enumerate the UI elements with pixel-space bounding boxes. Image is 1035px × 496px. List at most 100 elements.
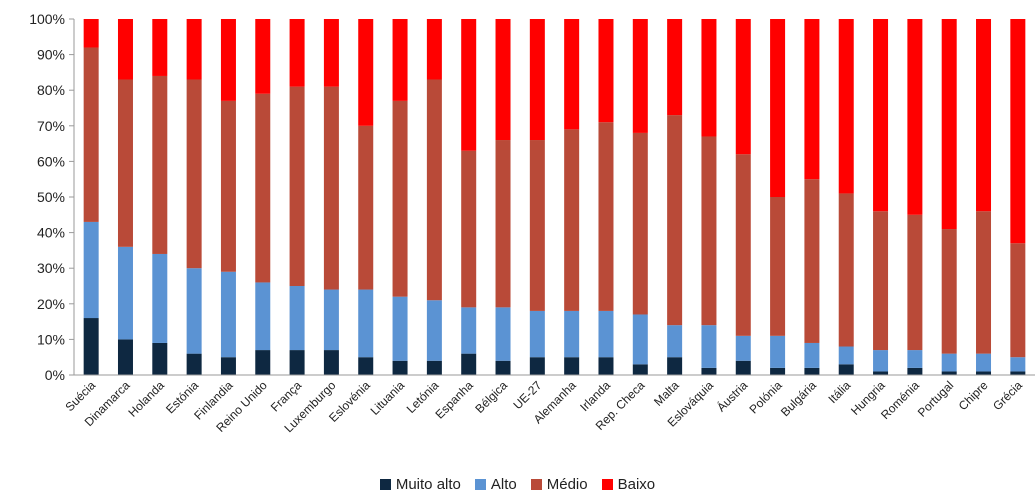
bar-segment: [804, 179, 820, 343]
bar-segment: [358, 289, 374, 358]
y-tick-label: 90%: [37, 47, 65, 63]
bar-segment: [976, 211, 992, 354]
bar-segment: [117, 339, 133, 375]
bar-segment: [255, 93, 271, 283]
legend-label: Baixo: [617, 475, 656, 493]
bar-segment: [735, 360, 751, 375]
legend-swatch: [379, 478, 391, 490]
bar-segment: [1010, 19, 1026, 244]
x-tick-label: Portugal: [915, 378, 957, 420]
bar-segment: [117, 246, 133, 340]
y-tick-label: 10%: [37, 331, 65, 347]
bar-segment: [323, 289, 339, 351]
bar-segment: [976, 19, 992, 212]
legend-swatch: [601, 478, 613, 490]
y-tick-label: 70%: [37, 118, 65, 134]
bar-segment: [392, 19, 408, 101]
bar-segment: [667, 19, 683, 116]
legend-item: Muito alto: [379, 476, 461, 493]
bar-segment: [426, 360, 442, 375]
bar-segment: [598, 310, 614, 358]
bar-segment: [770, 19, 786, 197]
y-tick-label: 80%: [37, 82, 65, 98]
y-tick-label: 40%: [37, 225, 65, 241]
bar-segment: [632, 19, 648, 133]
bar-segment: [461, 307, 477, 354]
bar-segment: [873, 371, 889, 375]
bar-segment: [83, 221, 99, 319]
bar-segment: [220, 19, 236, 101]
bar-segment: [632, 314, 648, 365]
stacked-bar-chart: 0% 10% 20% 30% 40% 50% 60% 70% 80% 90% 100% Suécia…: [29, 11, 1035, 435]
bar-segment: [426, 19, 442, 80]
bar-segment: [941, 19, 957, 230]
bar-segment: [529, 310, 545, 358]
legend: Muito alto Alto Médio Baixo: [0, 474, 1035, 494]
x-tick-label: Áustria: [713, 377, 750, 414]
bar-segment: [701, 367, 717, 375]
x-tick-label: Malta: [651, 378, 682, 409]
bar-segment: [941, 353, 957, 372]
bar-segment: [426, 300, 442, 361]
x-tick-label: Chipre: [956, 378, 991, 413]
bar-segment: [117, 19, 133, 80]
bar-segment: [289, 286, 305, 351]
bar-segment: [152, 342, 168, 375]
bar-segment: [83, 19, 99, 48]
bar-segment: [152, 19, 168, 76]
bar-segment: [358, 19, 374, 126]
legend-item: Alto: [474, 475, 517, 493]
bar-segment: [461, 19, 477, 151]
bar-segment: [117, 79, 133, 247]
bar-segment: [323, 19, 339, 87]
bar-segment: [667, 357, 683, 375]
legend-label: Alto: [490, 475, 517, 493]
bar-segment: [907, 214, 923, 351]
bar-segment: [770, 367, 786, 375]
bar-segment: [838, 364, 854, 375]
bar-segment: [495, 140, 511, 308]
bar-segment: [358, 357, 374, 375]
bar-segment: [186, 353, 202, 375]
bar-segment: [632, 364, 648, 375]
bar-segment: [529, 19, 545, 141]
x-tick-label: Bulgária: [778, 378, 819, 419]
y-axis: 0% 10% 20% 30% 40% 50% 60% 70% 80% 90% 100%: [29, 11, 75, 383]
bar-segment: [598, 122, 614, 311]
x-tick-label: Itália: [826, 378, 854, 406]
bar-segment: [667, 325, 683, 358]
bar-segment: [358, 125, 374, 290]
y-tick-label: 0%: [45, 367, 65, 383]
bar-segment: [255, 350, 271, 375]
x-tick-label: Bélgica: [472, 378, 510, 416]
bar-segment: [529, 140, 545, 311]
legend-label: Médio: [546, 475, 588, 493]
bar-segment: [564, 129, 580, 311]
bar-segment: [1010, 243, 1026, 358]
bar-segment: [495, 19, 511, 141]
bar-segment: [392, 100, 408, 297]
bar-segment: [907, 350, 923, 368]
bar-segment: [220, 357, 236, 375]
bar-segment: [976, 353, 992, 372]
bar-segment: [564, 19, 580, 130]
bar-segment: [323, 350, 339, 375]
bar-segment: [186, 268, 202, 354]
bar-segment: [873, 19, 889, 212]
x-tick-label: Holanda: [125, 378, 167, 420]
bar-segment: [83, 318, 99, 375]
x-axis: SuéciaDinamarcaHolandaEstóniaFinlandiaRe…: [62, 374, 1035, 435]
bar-segment: [564, 310, 580, 358]
bar-segment: [83, 47, 99, 222]
bar-segment: [804, 19, 820, 180]
bar-segment: [392, 360, 408, 375]
bar-segment: [392, 296, 408, 361]
y-tick-label: 50%: [37, 189, 65, 205]
bar-segment: [426, 79, 442, 301]
x-tick-label: Grécia: [990, 378, 1025, 413]
legend-item: Baixo: [601, 475, 656, 493]
bar-segment: [289, 350, 305, 375]
bar-segment: [323, 86, 339, 290]
bar-segment: [220, 100, 236, 272]
bar-segment: [289, 86, 305, 286]
